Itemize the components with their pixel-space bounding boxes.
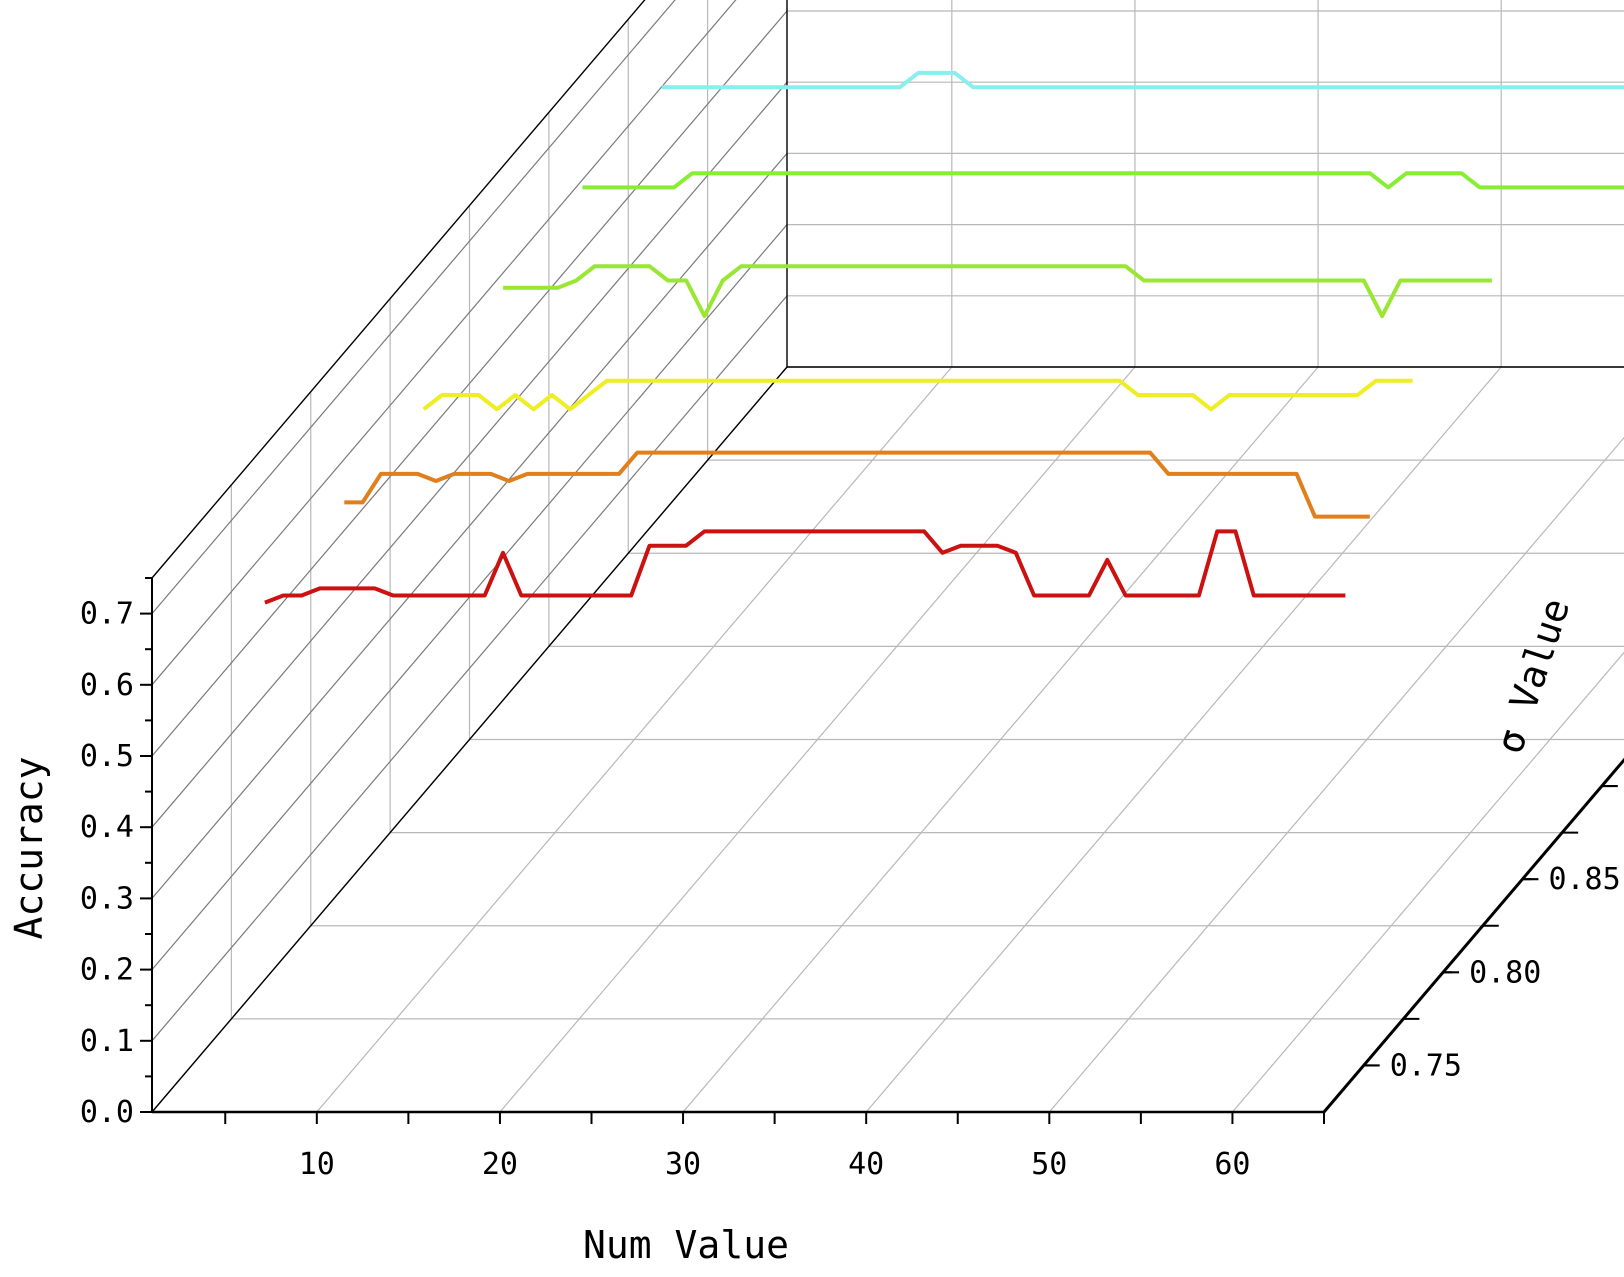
x-tick-label: 40 [848, 1147, 884, 1182]
series-layer [264, 70, 1624, 605]
z-tick-label: 0.0 [80, 1095, 134, 1130]
sigma-axis-line [1322, 757, 1624, 1113]
series-line-sigma-5 [661, 70, 1624, 90]
series-line-sigma-2 [422, 378, 1413, 412]
z-tick-label: 0.3 [80, 881, 134, 916]
z-tick-label: 0.7 [80, 597, 134, 632]
z-tick-label: 0.2 [80, 953, 134, 988]
z-tick-label: 0.1 [80, 1024, 134, 1059]
leftwall-gridline-z [151, 0, 737, 686]
floor-gridline-num [865, 366, 1502, 1113]
x-tick-label: 10 [299, 1147, 335, 1182]
x-tick-label: 50 [1031, 1147, 1067, 1182]
floor-gridline-num [499, 366, 1136, 1113]
series-line-sigma-1 [344, 450, 1370, 519]
floor-gridline-num [316, 366, 953, 1113]
leftwall-gridline-z [151, 10, 788, 757]
floor-gridline-num [1048, 436, 1624, 1113]
floor-gridline-num [682, 366, 1319, 1113]
leftwall-gridline-z [151, 0, 676, 614]
y-axis-title: σ Value [1487, 593, 1578, 759]
floor-gridline-num [1231, 651, 1624, 1113]
sigma-tick-label: 0.85 [1548, 862, 1620, 897]
z-tick-label: 0.5 [80, 739, 134, 774]
x-axis-title: Num Value [583, 1223, 789, 1267]
series-line-sigma-3 [503, 264, 1492, 319]
series-line-sigma-4 [582, 171, 1624, 190]
leftwall-gridline-z [151, 295, 788, 1042]
sigma-tick-label: 0.75 [1390, 1048, 1462, 1083]
axes-layer [140, 0, 1624, 1124]
sigma-tick-label: 0.80 [1469, 955, 1541, 990]
leftwall-gridline-z [151, 81, 788, 828]
labels-layer: 0.0 0.1 0.2 0.3 0.4 0.5 0.6 0.7 10 20 30 40 50 60 0.75… [80, 597, 1621, 1182]
grid-layer [151, 0, 1624, 1113]
x-tick-label: 20 [482, 1147, 518, 1182]
leftwall-gridline-z [151, 153, 788, 899]
z-tick-label: 0.6 [80, 668, 134, 703]
z-tick-label: 0.4 [80, 810, 134, 845]
z-axis-title: Accuracy [7, 756, 51, 939]
x-tick-label: 30 [665, 1147, 701, 1182]
series-line-sigma-0 [264, 529, 1346, 605]
x-tick-label: 60 [1214, 1147, 1250, 1182]
box-edge [151, 366, 788, 1113]
box-edge [151, 0, 646, 579]
